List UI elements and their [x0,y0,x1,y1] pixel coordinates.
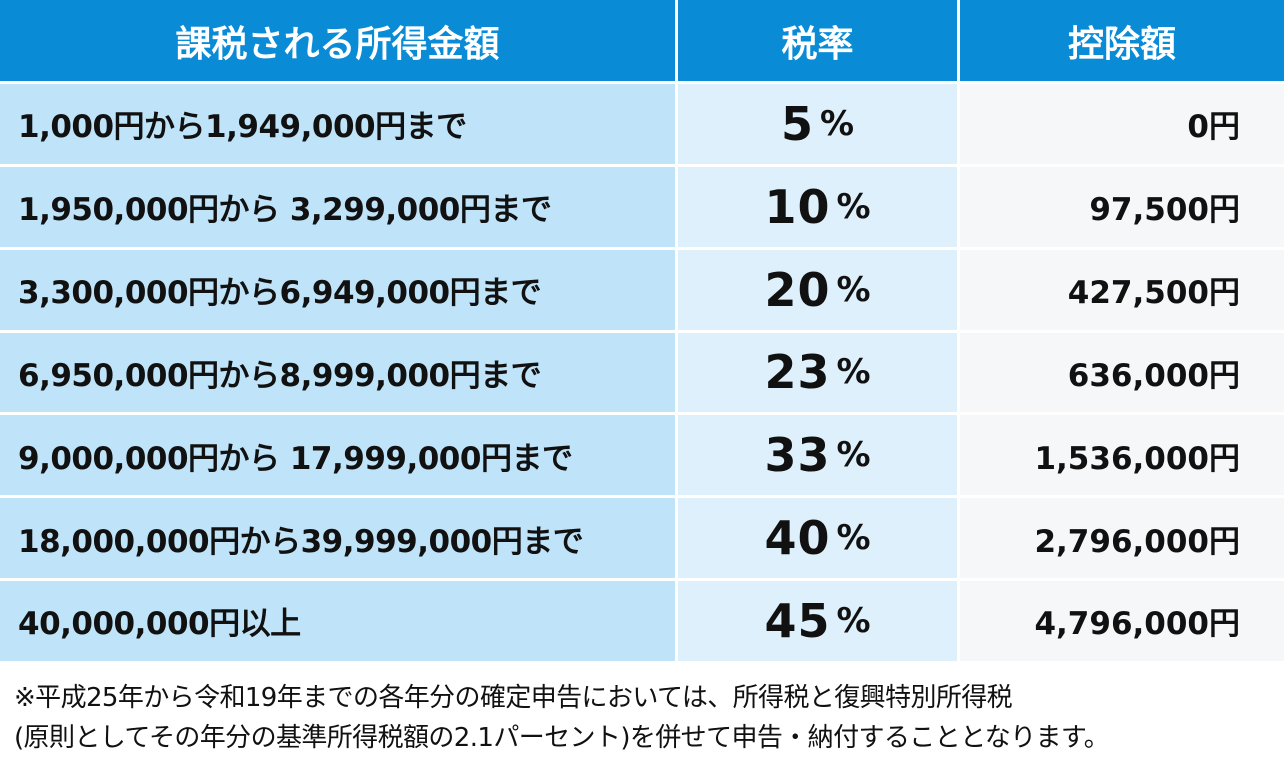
tax-rate-table: 課税される所得金額 税率 控除額 1,000円から1,949,000円まで 5%… [0,0,1284,664]
rate-value: 10 [764,179,831,234]
rate-value: 5 [780,96,814,151]
header-rate-label: 税率 [781,23,854,65]
rate-value: 45 [764,593,831,648]
footnote: ※平成25年から令和19年までの各年分の確定申告においては、所得税と復興特別所得… [14,678,1276,758]
footnote-line-2: (原則としてその年分の基準所得税額の2.1パーセント)を併せて申告・納付すること… [14,723,1110,753]
rate-value: 20 [764,262,831,317]
percent-sign: % [836,600,871,641]
deduction-amount: 4,796,000円 [1034,606,1240,643]
percent-sign: % [836,352,871,393]
deduction-cell: 1,536,000円 [960,415,1284,499]
deduction-cell: 4,796,000円 [960,581,1284,664]
rate-cell: 20% [678,249,960,333]
rate-value: 23 [764,345,831,400]
income-range: 40,000,000円以上 [18,606,301,643]
percent-sign: % [836,269,871,310]
rate-cell: 33% [678,415,960,499]
deduction-cell: 636,000円 [960,332,1284,416]
income-range: 18,000,000円から39,999,000円まで [18,523,584,560]
income-range: 1,950,000円から 3,299,000円まで [18,192,552,229]
income-cell: 9,000,000円から 17,999,000円まで [0,415,678,499]
deduction-amount: 1,536,000円 [1034,440,1240,477]
percent-sign: % [836,186,871,227]
income-range: 6,950,000円から8,999,000円まで [18,357,542,394]
deduction-amount: 636,000円 [1067,357,1240,394]
rate-cell: 40% [678,498,960,582]
rate-value: 40 [764,511,831,566]
percent-sign: % [836,435,871,476]
income-range: 1,000円から1,949,000円まで [18,109,467,146]
deduction-amount: 427,500円 [1067,275,1240,312]
income-cell: 6,950,000円から8,999,000円まで [0,332,678,416]
deduction-cell: 0円 [960,84,1284,167]
rate-cell: 45% [678,581,960,664]
deduction-amount: 0円 [1187,109,1240,146]
header-income: 課税される所得金額 [0,0,678,84]
footnote-line-1: ※平成25年から令和19年までの各年分の確定申告においては、所得税と復興特別所得… [14,683,1013,713]
deduction-cell: 427,500円 [960,249,1284,333]
deduction-cell: 97,500円 [960,166,1284,250]
rate-cell: 23% [678,332,960,416]
rate-cell: 5% [678,84,960,167]
header-income-label: 課税される所得金額 [175,23,500,65]
header-deduction: 控除額 [960,0,1284,84]
income-cell: 18,000,000円から39,999,000円まで [0,498,678,582]
percent-sign: % [819,103,855,144]
deduction-amount: 2,796,000円 [1034,523,1240,560]
percent-sign: % [836,518,871,559]
income-range: 9,000,000円から 17,999,000円まで [18,440,573,477]
deduction-cell: 2,796,000円 [960,498,1284,582]
header-rate: 税率 [678,0,960,84]
rate-value: 33 [764,428,831,483]
income-cell: 1,950,000円から 3,299,000円まで [0,166,678,250]
header-deduction-label: 控除額 [1067,23,1176,65]
income-range: 3,300,000円から6,949,000円まで [18,275,542,312]
rate-cell: 10% [678,166,960,250]
deduction-amount: 97,500円 [1089,192,1240,229]
income-cell: 3,300,000円から6,949,000円まで [0,249,678,333]
income-cell: 1,000円から1,949,000円まで [0,84,678,167]
income-cell: 40,000,000円以上 [0,581,678,664]
